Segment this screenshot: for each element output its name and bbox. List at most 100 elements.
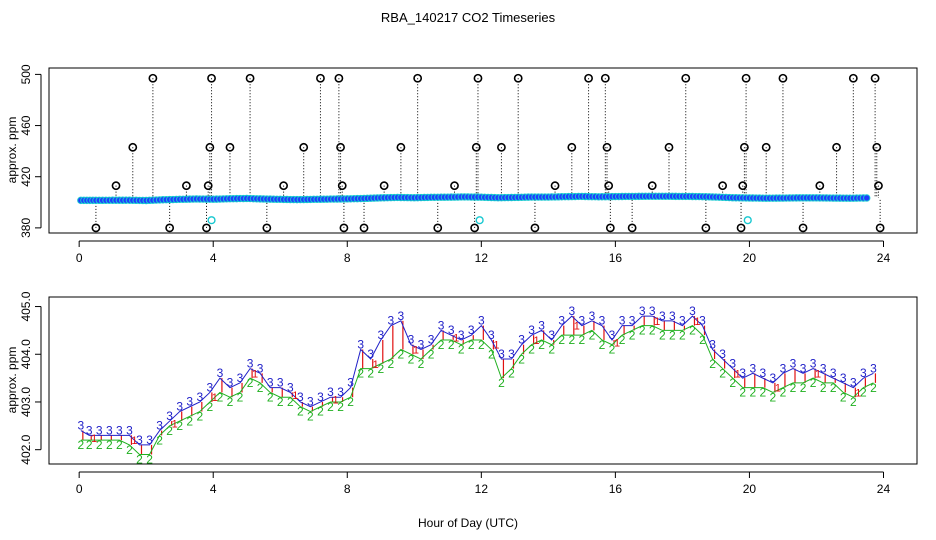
series-marker-3: 3	[77, 419, 84, 433]
series-marker-2: 2	[337, 400, 344, 414]
series-marker-3: 3	[609, 328, 616, 342]
series-marker-3: 3	[106, 423, 113, 437]
x-tick-label: 24	[877, 251, 891, 265]
y-tick-label: 403.0	[19, 387, 33, 417]
outlier-point	[205, 142, 215, 152]
series-marker-3: 3	[327, 385, 334, 399]
outlier-point	[738, 181, 748, 191]
series-marker-2: 2	[659, 328, 666, 342]
series-marker-2: 2	[247, 376, 254, 390]
series-marker-3: 3	[176, 400, 183, 414]
series-marker-2: 2	[146, 452, 153, 466]
x-tick-label: 24	[877, 482, 891, 496]
series-marker-2: 2	[387, 357, 394, 371]
x-tick-label: 0	[76, 482, 83, 496]
series-marker-2: 2	[176, 419, 183, 433]
series-marker-2: 2	[840, 390, 847, 404]
series-marker-3: 3	[739, 366, 746, 380]
series-marker-3: 3	[528, 323, 535, 337]
series-marker-2: 2	[468, 338, 475, 352]
series-marker-3: 3	[548, 328, 555, 342]
x-tick-label: 0	[76, 251, 83, 265]
outlier-point	[602, 142, 612, 152]
series-marker-3: 3	[317, 390, 324, 404]
series-marker-2: 2	[780, 386, 787, 400]
series-marker-2: 2	[428, 347, 435, 361]
series-marker-3: 3	[217, 366, 224, 380]
outlier-point	[584, 73, 593, 83]
series-marker-3: 3	[307, 395, 314, 409]
series-marker-3: 3	[438, 318, 445, 332]
outlier-point	[473, 73, 483, 83]
outlier-point	[379, 181, 389, 191]
series-marker-3: 3	[749, 361, 756, 375]
series-marker-2: 2	[287, 395, 294, 409]
series-marker-3: 3	[237, 371, 244, 385]
series-marker-2: 2	[800, 381, 807, 395]
outlier-point	[359, 223, 369, 233]
series-marker-2: 2	[418, 357, 425, 371]
series-marker-1: 1	[252, 368, 258, 380]
series-line-3	[80, 315, 874, 446]
bottom-plot-frame	[48, 296, 918, 465]
series-marker-1: 1	[694, 316, 700, 328]
series-marker-3: 3	[689, 304, 696, 318]
series-marker-2: 2	[267, 390, 274, 404]
series-marker-2: 2	[86, 438, 93, 452]
series-marker-1: 1	[332, 395, 338, 407]
top-y-axis-label: approx. ppm	[5, 117, 19, 184]
outlier-point	[513, 73, 523, 83]
outlier-point	[471, 142, 481, 152]
series-marker-3: 3	[387, 314, 394, 328]
x-tick-label: 20	[743, 482, 757, 496]
series-marker-2: 2	[629, 328, 636, 342]
series-marker-2: 2	[156, 433, 163, 447]
x-tick-label: 12	[475, 482, 489, 496]
series-marker-3: 3	[126, 423, 133, 437]
series-marker-2: 2	[217, 390, 224, 404]
series-marker-2: 2	[770, 390, 777, 404]
outlier-point	[182, 181, 191, 191]
series-marker-1: 1	[775, 383, 781, 395]
series-marker-2: 2	[408, 352, 415, 366]
series-marker-3: 3	[287, 380, 294, 394]
series-marker-3: 3	[518, 333, 525, 347]
series-marker-3: 3	[377, 328, 384, 342]
outlier-point	[798, 223, 808, 233]
series-marker-2: 2	[669, 328, 676, 342]
series-marker-3: 3	[448, 323, 455, 337]
series-marker-2: 2	[810, 376, 817, 390]
outlier-point	[875, 223, 885, 233]
outlier-point	[605, 223, 615, 233]
series-marker-1: 1	[735, 368, 741, 380]
outlier-point	[396, 142, 406, 152]
x-axis-label: Hour of Day (UTC)	[418, 516, 518, 530]
series-marker-3: 3	[357, 337, 364, 351]
outlier-point	[848, 73, 858, 83]
x-tick-label: 20	[743, 251, 757, 265]
outlier-point	[815, 181, 825, 191]
series-marker-3: 3	[428, 333, 435, 347]
series-marker-3: 3	[659, 309, 666, 323]
series-marker-2: 2	[257, 381, 264, 395]
series-marker-2: 2	[398, 347, 405, 361]
series-marker-3: 3	[478, 314, 485, 328]
series-marker-2: 2	[96, 438, 103, 452]
series-marker-3: 3	[227, 376, 234, 390]
outlier-point	[497, 142, 506, 152]
series-marker-3: 3	[267, 376, 274, 390]
series-marker-1: 1	[534, 335, 540, 347]
outlier-point	[207, 73, 216, 83]
y-tick-label: 404.0	[19, 339, 33, 369]
cyan-point	[475, 216, 484, 225]
outlier-point	[627, 223, 637, 233]
series-marker-2: 2	[538, 338, 545, 352]
top-plot-frame	[48, 67, 918, 234]
series-marker-2: 2	[528, 343, 535, 357]
x-tick-label: 12	[475, 251, 489, 265]
outlier-point	[872, 142, 882, 152]
series-marker-2: 2	[357, 367, 364, 381]
series-marker-3: 3	[810, 357, 817, 371]
x-tick-label: 16	[609, 251, 623, 265]
series-marker-3: 3	[367, 347, 374, 361]
